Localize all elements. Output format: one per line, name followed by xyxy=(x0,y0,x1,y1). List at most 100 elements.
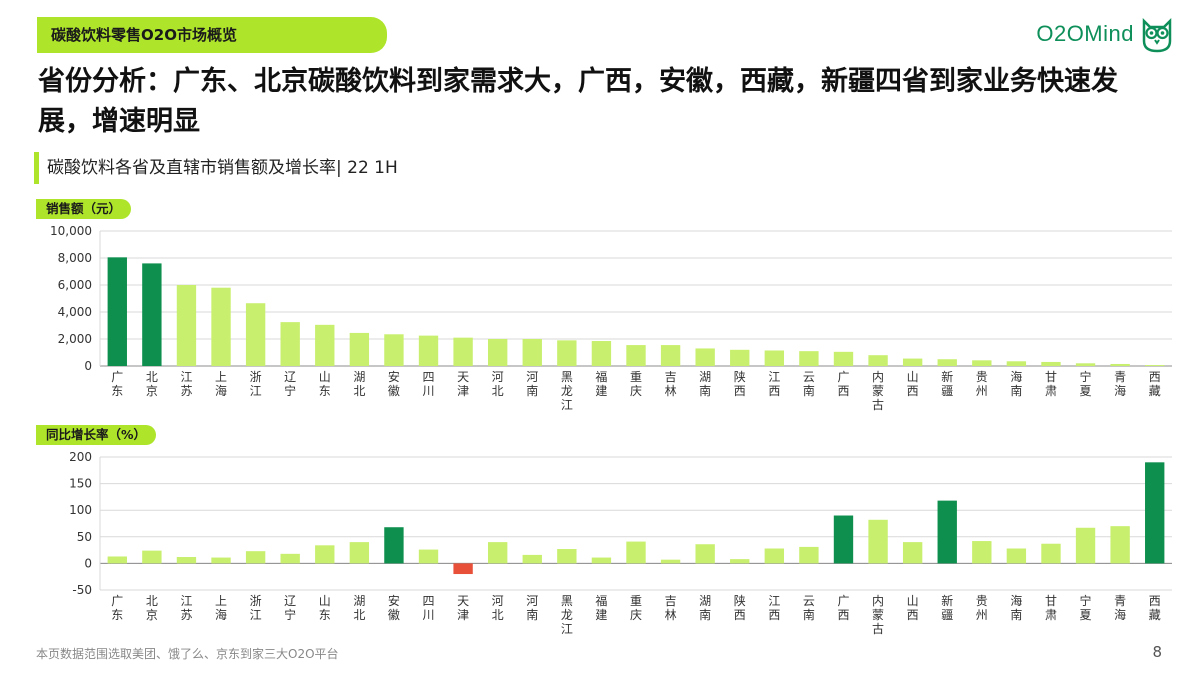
growth-bar-19 xyxy=(764,548,785,564)
sales-category-label: 辽宁 xyxy=(284,370,296,398)
sales-bar-27 xyxy=(1041,361,1061,366)
sales-bar-20 xyxy=(799,351,819,366)
growth-bar-22 xyxy=(868,519,888,564)
sales-bar-3 xyxy=(211,287,231,366)
growth-bar-13 xyxy=(557,549,577,564)
sales-bar-8 xyxy=(384,334,404,366)
growth-category-label: 吉林 xyxy=(665,594,677,622)
growth-tick-label: 100 xyxy=(69,503,92,517)
sales-tick-label: 4,000 xyxy=(58,305,92,319)
growth-category-label: 青海 xyxy=(1114,594,1126,622)
growth-category-label: 江苏 xyxy=(180,594,192,622)
sales-bar-25 xyxy=(972,360,992,366)
growth-category-label: 四川 xyxy=(423,594,435,622)
growth-category-label: 重庆 xyxy=(630,594,642,622)
sales-bar-6 xyxy=(315,324,335,366)
growth-category-label: 云南 xyxy=(803,594,815,622)
brand-logo: O2OMind xyxy=(1036,14,1174,54)
sales-bar-23 xyxy=(902,358,923,366)
sales-category-label: 河北 xyxy=(492,370,504,398)
owl-icon xyxy=(1142,17,1172,53)
sales-category-label: 西藏 xyxy=(1149,370,1161,398)
growth-category-label: 湖南 xyxy=(699,593,711,622)
growth-bar-16 xyxy=(660,559,681,564)
sales-bar-12 xyxy=(522,339,542,366)
growth-category-label: 陕西 xyxy=(734,593,746,622)
growth-bar-15 xyxy=(626,541,646,564)
growth-bar-11 xyxy=(487,542,508,564)
sales-category-label: 福建 xyxy=(595,369,607,398)
growth-category-label: 新疆 xyxy=(941,593,953,622)
growth-category-label: 宁夏 xyxy=(1080,593,1092,622)
sales-category-label: 新疆 xyxy=(941,369,953,398)
sales-tick-label: 0 xyxy=(84,359,92,373)
growth-bar-5 xyxy=(280,553,300,564)
growth-bar-28 xyxy=(1075,527,1096,564)
growth-bar-0 xyxy=(107,556,127,564)
sales-category-label: 甘肃 xyxy=(1045,370,1057,398)
sales-bar-19 xyxy=(764,350,785,366)
growth-category-label: 黑龙江 xyxy=(561,594,573,636)
sales-bar-24 xyxy=(937,359,957,366)
growth-bar-29 xyxy=(1110,526,1130,564)
growth-category-label: 天津 xyxy=(457,594,469,622)
sales-category-label: 广东 xyxy=(111,370,123,398)
growth-bar-6 xyxy=(315,545,335,564)
sales-category-label: 四川 xyxy=(423,370,435,398)
growth-axis-label: 同比增长率（%） xyxy=(36,425,157,445)
sales-bar-1 xyxy=(142,263,162,366)
sales-category-label: 江苏 xyxy=(180,370,192,398)
sales-bar-7 xyxy=(349,332,370,366)
sales-category-label: 黑龙江 xyxy=(561,370,573,412)
sales-bar-17 xyxy=(695,348,715,366)
growth-bar-7 xyxy=(349,542,370,564)
sales-category-label: 山西 xyxy=(907,370,919,398)
sales-bar-29 xyxy=(1110,363,1130,366)
growth-bar-27 xyxy=(1041,543,1061,564)
sales-category-label: 浙江 xyxy=(250,370,262,398)
sales-bar-15 xyxy=(626,345,646,366)
sales-bar-4 xyxy=(245,303,266,366)
sales-tick-label: 2,000 xyxy=(58,332,92,346)
sales-category-label: 北京 xyxy=(146,370,158,398)
sales-category-label: 宁夏 xyxy=(1080,369,1092,398)
sales-bar-13 xyxy=(557,340,577,366)
growth-tick-label: -50 xyxy=(72,583,92,597)
page-headline: 省份分析：广东、北京碳酸饮料到家需求大，广西，安徽，西藏，新疆四省到家业务快速发… xyxy=(38,66,1118,137)
section-tag: 碳酸饮料零售O2O市场概览 xyxy=(37,17,387,53)
growth-category-label: 北京 xyxy=(146,594,158,622)
growth-category-label: 内蒙古 xyxy=(872,594,884,636)
sales-category-label: 广西 xyxy=(837,370,849,398)
sales-bar-22 xyxy=(868,355,888,366)
growth-category-label: 山西 xyxy=(907,594,919,622)
growth-bar-10 xyxy=(453,563,473,575)
sales-category-label: 贵州 xyxy=(976,370,988,398)
subtitle-accent xyxy=(34,152,39,184)
sales-category-label: 青海 xyxy=(1114,370,1126,398)
growth-bar-24 xyxy=(937,500,957,564)
sales-bar-9 xyxy=(418,335,439,366)
growth-category-label: 广东 xyxy=(111,594,123,622)
growth-bar-21 xyxy=(833,515,854,564)
growth-bar-9 xyxy=(418,549,439,564)
growth-category-label: 甘肃 xyxy=(1045,594,1057,622)
sales-category-label: 海南 xyxy=(1010,369,1022,398)
growth-category-label: 安徽 xyxy=(388,593,400,622)
growth-bar-30 xyxy=(1145,462,1165,564)
sales-category-label: 吉林 xyxy=(665,370,677,398)
growth-bar-25 xyxy=(972,541,992,564)
sales-category-label: 陕西 xyxy=(734,369,746,398)
growth-category-label: 山东 xyxy=(319,594,331,622)
sales-category-label: 云南 xyxy=(803,370,815,398)
sales-bar-16 xyxy=(660,345,681,366)
sales-category-label: 安徽 xyxy=(388,369,400,398)
growth-bar-18 xyxy=(730,559,750,564)
sales-bar-5 xyxy=(280,322,300,366)
growth-category-label: 湖北 xyxy=(353,593,365,622)
growth-tick-label: 200 xyxy=(69,450,92,464)
sales-bar-18 xyxy=(730,349,750,366)
growth-category-label: 海南 xyxy=(1010,593,1022,622)
growth-bar-14 xyxy=(591,557,612,564)
page-number: 8 xyxy=(1152,643,1162,661)
